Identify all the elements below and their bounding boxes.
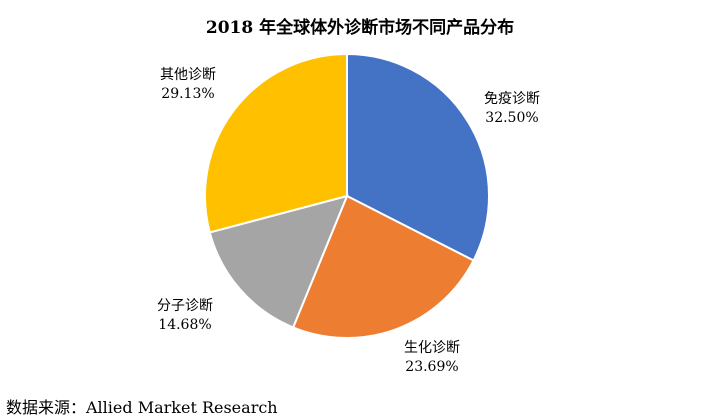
slice-value-immunoassay: 32.50% bbox=[485, 110, 538, 126]
slice-label-molecular: 分子诊断 bbox=[157, 298, 213, 314]
slice-value-other: 29.13% bbox=[161, 86, 214, 102]
slice-value-molecular: 14.68% bbox=[158, 317, 211, 333]
slice-label-biochemistry: 生化诊断 bbox=[404, 340, 460, 356]
chart-title: 2018 年全球体外诊断市场不同产品分布 bbox=[206, 17, 514, 38]
pie-slice-other bbox=[204, 52, 348, 234]
slice-value-biochemistry: 23.69% bbox=[405, 359, 458, 375]
pie-slice-biochemistry bbox=[291, 194, 475, 339]
source-note: 数据来源：Allied Market Research bbox=[6, 398, 278, 417]
slice-label-other: 其他诊断 bbox=[160, 67, 216, 83]
slice-label-immunoassay: 免疫诊断 bbox=[484, 91, 540, 107]
pie-slice-molecular bbox=[208, 194, 349, 329]
pie-slice-immunoassay bbox=[346, 52, 490, 262]
